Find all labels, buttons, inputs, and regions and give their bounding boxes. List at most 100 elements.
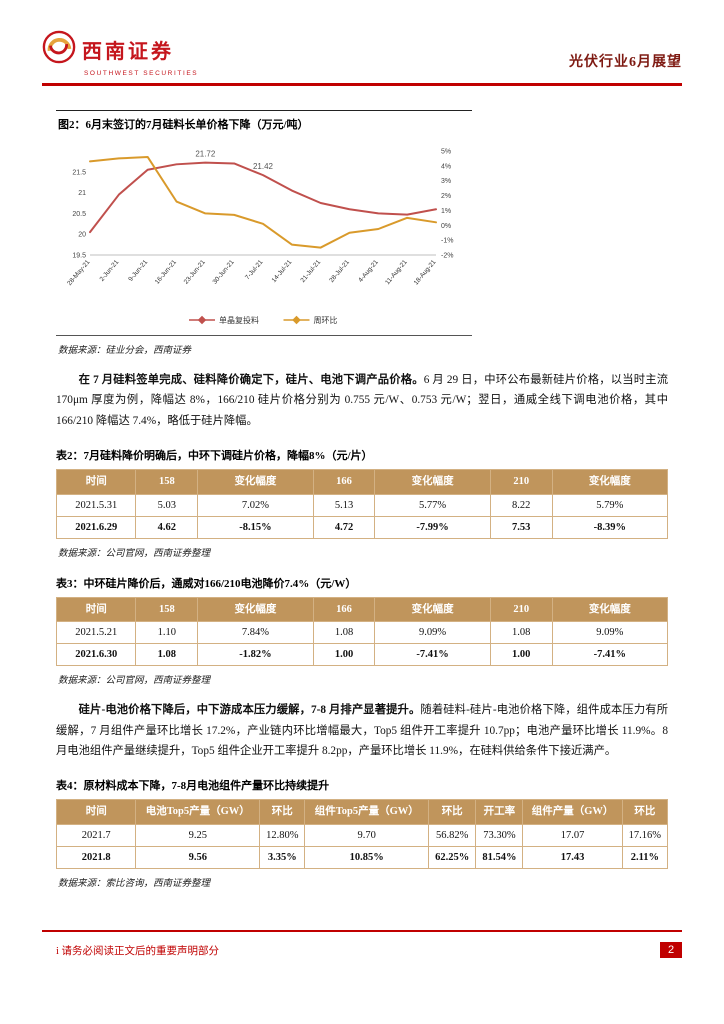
page-footer: i 请务必阅读正文后的重要声明部分 2 bbox=[42, 930, 682, 958]
column-header: 210 bbox=[489, 596, 553, 623]
column-header: 158 bbox=[135, 468, 199, 495]
table-3-block: 表3：中环硅片降价后，通威对166/210电池降价7.4%（元/W） 时间 158… bbox=[55, 575, 669, 686]
table-cell: -7.41% bbox=[551, 643, 669, 667]
table-cell: 17.16% bbox=[621, 823, 669, 847]
svg-text:5%: 5% bbox=[441, 149, 451, 156]
svg-text:9-Jun-21: 9-Jun-21 bbox=[127, 258, 149, 282]
table-2-source: 数据来源：公司官网，西南证券整理 bbox=[58, 548, 211, 559]
table-row: 2021.5.31 5.03 7.02% 5.13 5.77% 8.22 5.79% bbox=[55, 493, 669, 517]
table-cell: 1.10 bbox=[135, 621, 199, 645]
table-cell: 17.07 bbox=[522, 823, 623, 847]
svg-text:16-Jun-21: 16-Jun-21 bbox=[154, 259, 178, 286]
table-cell: 12.80% bbox=[259, 823, 306, 847]
table-cell: 73.30% bbox=[475, 823, 524, 847]
column-header: 158 bbox=[135, 596, 199, 623]
table-row: 2021.8 9.56 3.35% 10.85% 62.25% 81.54% 17.43 2.… bbox=[55, 845, 669, 869]
table-2-block: 表2：7月硅料降价明确后，中环下调硅片价格，降幅8%（元/片） 时间 158 变化幅… bbox=[55, 447, 669, 559]
column-header: 组件产量（GW） bbox=[522, 799, 623, 825]
footer-notice: i 请务必阅读正文后的重要声明部分 bbox=[56, 945, 220, 957]
table-row: 2021.5.21 1.10 7.84% 1.08 9.09% 1.08 9.09% bbox=[55, 621, 669, 645]
svg-text:19.5: 19.5 bbox=[72, 253, 86, 260]
table-cell: 9.56 bbox=[135, 845, 261, 869]
table-4: 时间 电池Top5产量（GW） 环比 组件Top5产量（GW） 环比 开工率 组件产量（GW… bbox=[55, 799, 669, 869]
table-cell: 17.43 bbox=[522, 845, 623, 869]
table-cell: -8.39% bbox=[551, 515, 669, 539]
column-header: 166 bbox=[312, 596, 376, 623]
svg-text:0%: 0% bbox=[441, 223, 451, 230]
table-2-caption: 表2：7月硅料降价明确后，中环下调硅片价格，降幅8%（元/片） bbox=[56, 449, 373, 462]
table-cell: 1.00 bbox=[489, 643, 553, 667]
svg-text:周环比: 周环比 bbox=[314, 315, 338, 325]
svg-text:3%: 3% bbox=[441, 178, 451, 185]
table-cell: 5.79% bbox=[551, 493, 669, 517]
table-row: 2021.7 9.25 12.80% 9.70 56.82% 73.30% 17.07 17.… bbox=[55, 823, 669, 847]
column-header: 变化幅度 bbox=[374, 468, 491, 495]
table-cell: -1.82% bbox=[197, 643, 314, 667]
table-row: 2021.6.30 1.08 -1.82% 1.00 -7.41% 1.00 -7.41% bbox=[55, 643, 669, 667]
table-cell: 5.13 bbox=[312, 493, 376, 517]
table-cell: 3.35% bbox=[259, 845, 306, 869]
column-header: 开工率 bbox=[475, 799, 524, 825]
table-cell: 7.02% bbox=[197, 493, 314, 517]
table-3-caption: 表3：中环硅片降价后，通威对166/210电池降价7.4%（元/W） bbox=[56, 577, 357, 590]
table-cell: 4.72 bbox=[312, 515, 376, 539]
column-header: 环比 bbox=[428, 799, 477, 825]
brand-name-en: SOUTHWEST SECURITIES bbox=[84, 70, 199, 77]
table-cell: 5.03 bbox=[135, 493, 199, 517]
table-cell: -7.41% bbox=[374, 643, 491, 667]
table-cell: 9.70 bbox=[304, 823, 430, 847]
company-logo: 西南证券 SOUTHWEST SECURITIES bbox=[42, 30, 198, 77]
svg-text:2-Jun-21: 2-Jun-21 bbox=[99, 258, 121, 282]
column-header: 环比 bbox=[259, 799, 306, 825]
paragraph-1-text: 6 月 29 日，中环公布最新硅片价格，以当时主流 170μm 厚度为例，降幅达… bbox=[56, 374, 668, 427]
svg-text:-2%: -2% bbox=[441, 253, 453, 260]
table-2: 时间 158 变化幅度 166 变化幅度 210 变化幅度 2021.5.31 5.03 7.02… bbox=[55, 468, 669, 539]
table-cell: 2021.5.21 bbox=[55, 621, 137, 645]
paragraph-1: 在 7 月硅料签单完成、硅料降价确定下，硅片、电池下调产品价格。6 月 29 日… bbox=[56, 370, 668, 431]
table-cell: 9.09% bbox=[374, 621, 491, 645]
column-header: 变化幅度 bbox=[197, 596, 314, 623]
table-cell: 2021.5.31 bbox=[55, 493, 137, 517]
svg-text:23-Jun-21: 23-Jun-21 bbox=[183, 259, 207, 286]
svg-text:21.42: 21.42 bbox=[253, 162, 274, 171]
column-header: 环比 bbox=[621, 799, 669, 825]
column-header: 变化幅度 bbox=[551, 596, 669, 623]
column-header: 变化幅度 bbox=[197, 468, 314, 495]
table-4-block: 表4：原材料成本下降，7-8月电池组件产量环比持续提升 时间 电池Top5产量（G… bbox=[55, 777, 669, 889]
report-title: 光伏行业6月展望 bbox=[569, 55, 682, 70]
figure-chart: 21.5 21 20.5 20 19.5 5% 4% 3% 2% 1% 0% -1% -2% 28-May… bbox=[56, 135, 472, 336]
header-divider bbox=[42, 83, 682, 86]
svg-text:20.5: 20.5 bbox=[72, 211, 86, 218]
table-cell: 2021.6.29 bbox=[55, 515, 137, 539]
svg-text:28-May-21: 28-May-21 bbox=[66, 258, 92, 287]
figure-source: 数据来源：硅业分会，西南证券 bbox=[58, 346, 192, 356]
svg-text:14-Jul-21: 14-Jul-21 bbox=[271, 258, 294, 284]
column-header: 时间 bbox=[55, 596, 137, 623]
paragraph-2: 硅片-电池价格下降后，中下游成本压力缓解，7-8 月排产显著提升。随着硅料-硅片… bbox=[56, 700, 668, 761]
table-cell: -7.99% bbox=[374, 515, 491, 539]
svg-text:18-Aug-21: 18-Aug-21 bbox=[413, 258, 438, 286]
column-header: 变化幅度 bbox=[551, 468, 669, 495]
paragraph-2-lead: 硅片-电池价格下降后，中下游成本压力缓解，7-8 月排产显著提升。 bbox=[78, 704, 421, 717]
logo-icon bbox=[42, 30, 76, 69]
table-cell: 10.85% bbox=[304, 845, 430, 869]
svg-text:21: 21 bbox=[78, 190, 86, 197]
table-cell: 56.82% bbox=[428, 823, 477, 847]
figure-caption: 图2：6月末签订的7月硅料长单价格下降（万元/吨） bbox=[56, 110, 472, 135]
column-header: 时间 bbox=[55, 468, 137, 495]
svg-text:4%: 4% bbox=[441, 163, 451, 170]
figure-2-block: 图2：6月末签订的7月硅料长单价格下降（万元/吨） 21.5 21 20.5 20 19… bbox=[56, 110, 472, 356]
column-header: 166 bbox=[312, 468, 376, 495]
svg-text:20: 20 bbox=[78, 232, 86, 239]
svg-text:-1%: -1% bbox=[441, 238, 453, 245]
paragraph-1-lead: 在 7 月硅料签单完成、硅料降价确定下，硅片、电池下调产品价格。 bbox=[78, 374, 424, 386]
table-row: 2021.6.29 4.62 -8.15% 4.72 -7.99% 7.53 -8.39% bbox=[55, 515, 669, 539]
svg-text:1%: 1% bbox=[441, 208, 451, 215]
column-header: 时间 bbox=[55, 799, 137, 825]
table-cell: 7.53 bbox=[489, 515, 553, 539]
column-header: 210 bbox=[489, 468, 553, 495]
table-cell: 9.25 bbox=[135, 823, 261, 847]
table-4-source: 数据来源：索比咨询，西南证券整理 bbox=[58, 878, 211, 889]
svg-text:11-Aug-21: 11-Aug-21 bbox=[384, 258, 409, 286]
